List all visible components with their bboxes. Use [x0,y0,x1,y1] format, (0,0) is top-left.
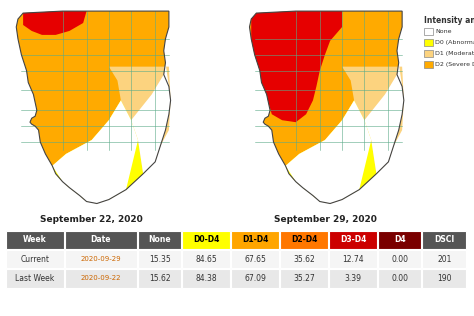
Bar [422,250,466,268]
Text: 2020-09-22: 2020-09-22 [81,276,121,282]
Text: DSCI: DSCI [434,235,455,244]
Polygon shape [285,67,404,202]
Bar [138,250,181,268]
Bar [6,231,64,249]
Polygon shape [365,63,404,174]
Text: D3-D4: D3-D4 [340,235,366,244]
Bar [329,269,377,288]
Bar [422,231,466,249]
Polygon shape [249,11,404,204]
Bar [64,269,137,288]
Bar [280,250,328,268]
Text: 0.00: 0.00 [391,255,408,264]
Text: D0 (Abnormally Dry): D0 (Abnormally Dry) [435,40,474,45]
Text: Current: Current [20,255,49,264]
Text: 35.62: 35.62 [293,255,315,264]
Bar [138,231,181,249]
Polygon shape [131,63,171,174]
Text: 15.62: 15.62 [149,274,170,283]
Bar [280,231,328,249]
Bar [422,269,466,288]
Bar [231,231,279,249]
Text: September 29, 2020: September 29, 2020 [273,216,376,224]
Bar [231,269,279,288]
Bar [182,250,230,268]
Bar [64,250,137,268]
Text: 12.74: 12.74 [342,255,364,264]
Text: 67.65: 67.65 [244,255,266,264]
Text: Date: Date [91,235,111,244]
Bar [64,231,137,249]
Bar [6,250,64,268]
Text: None: None [435,29,451,34]
Text: Last Week: Last Week [15,274,54,283]
Text: D1 (Moderate Drought): D1 (Moderate Drought) [435,51,474,56]
Text: D1-D4: D1-D4 [242,235,268,244]
Text: 67.09: 67.09 [244,274,266,283]
Polygon shape [16,11,171,204]
Bar [378,250,421,268]
Bar [424,50,433,57]
Bar [280,269,328,288]
Text: D0-D4: D0-D4 [193,235,219,244]
Bar [378,269,421,288]
Bar [378,231,421,249]
Text: September 22, 2020: September 22, 2020 [40,216,143,224]
Text: Week: Week [23,235,46,244]
Polygon shape [52,100,138,204]
Text: D2-D4: D2-D4 [291,235,317,244]
Text: Intensity and Impacts: Intensity and Impacts [424,16,474,25]
Text: 201: 201 [437,255,451,264]
Text: 190: 190 [437,274,452,283]
Text: 15.35: 15.35 [149,255,171,264]
Bar [424,61,433,68]
Text: D2 (Severe Drought): D2 (Severe Drought) [435,62,474,67]
Polygon shape [23,11,87,35]
Polygon shape [251,11,342,122]
Text: 2020-09-29: 2020-09-29 [81,256,121,262]
Bar [138,269,181,288]
Bar [424,39,433,46]
Text: 3.39: 3.39 [345,274,362,283]
Bar [231,250,279,268]
Text: 35.27: 35.27 [293,274,315,283]
Polygon shape [52,67,171,202]
Text: None: None [148,235,171,244]
Bar [424,28,433,35]
Text: 84.65: 84.65 [195,255,217,264]
Bar [329,231,377,249]
Text: D4: D4 [394,235,405,244]
Text: 0.00: 0.00 [391,274,408,283]
Bar [182,269,230,288]
Bar [6,269,64,288]
Polygon shape [285,100,371,204]
Polygon shape [285,100,376,202]
Text: 84.38: 84.38 [195,274,217,283]
Polygon shape [52,100,143,202]
Bar [182,231,230,249]
Bar [329,250,377,268]
